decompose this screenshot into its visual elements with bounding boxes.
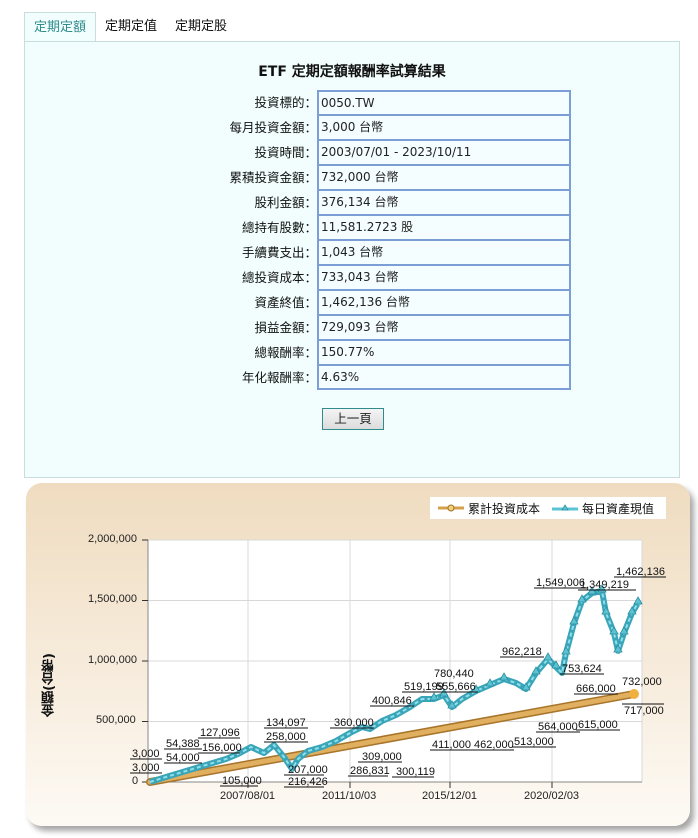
x-tick: 2020/02/03 bbox=[524, 790, 580, 802]
result-row-profit: 損益金額： 729,093 台幣 bbox=[215, 315, 571, 340]
field-label: 年化報酬率： bbox=[241, 370, 317, 385]
fee-field: 1,043 台幣 bbox=[317, 240, 571, 265]
result-row-final-value: 資產終值： 1,462,136 台幣 bbox=[215, 290, 571, 315]
chart-card: 3,000 3,000 54,388 54,000 127,096 156,00… bbox=[26, 483, 690, 826]
result-row-shares: 總持有股數： 11,581.2723 股 bbox=[215, 215, 571, 240]
y-tick: 500,000 bbox=[96, 714, 136, 726]
y-tick: 1,000,000 bbox=[88, 654, 137, 666]
svg-text:3,000: 3,000 bbox=[132, 762, 160, 774]
field-label: 股利金額： bbox=[254, 195, 317, 210]
tab-fixed-amount[interactable]: 定期定額 bbox=[24, 12, 97, 43]
svg-text:462,000: 462,000 bbox=[474, 739, 514, 751]
field-label: 總報酬率： bbox=[254, 345, 317, 360]
back-button[interactable]: 上一頁 bbox=[322, 408, 384, 430]
svg-text:717,000: 717,000 bbox=[624, 705, 664, 717]
period-field: 2003/07/01 - 2023/10/11 bbox=[317, 140, 571, 165]
svg-text:54,000: 54,000 bbox=[166, 752, 200, 764]
result-row-period: 投資時間： 2003/07/01 - 2023/10/11 bbox=[215, 140, 571, 165]
svg-text:564,000: 564,000 bbox=[538, 721, 578, 733]
svg-text:555,666: 555,666 bbox=[436, 681, 476, 693]
shares-field: 11,581.2723 股 bbox=[317, 215, 571, 240]
result-panel: ETF 定期定額報酬率試算結果 投資標的： 0050.TW 每月投資金額： 3,00… bbox=[24, 41, 680, 478]
result-row-dividend: 股利金額： 376,134 台幣 bbox=[215, 190, 571, 215]
profit-field: 729,093 台幣 bbox=[317, 315, 571, 340]
svg-text:54,388: 54,388 bbox=[166, 738, 200, 750]
legend-label: 累計投資成本 bbox=[468, 501, 541, 516]
x-tick: 2011/10/03 bbox=[322, 790, 377, 802]
svg-text:309,000: 309,000 bbox=[362, 751, 402, 763]
svg-text:1,349,219: 1,349,219 bbox=[580, 579, 629, 591]
final-value-field: 1,462,136 台幣 bbox=[317, 290, 571, 315]
chart-legend: 累計投資成本 每日資產現值 bbox=[430, 497, 666, 519]
triangle-markers bbox=[429, 584, 643, 709]
svg-text:156,000: 156,000 bbox=[202, 742, 242, 754]
svg-text:300,119: 300,119 bbox=[396, 766, 435, 778]
annotations: 3,000 3,000 54,388 54,000 127,096 156,00… bbox=[130, 566, 666, 788]
field-label: 損益金額： bbox=[254, 320, 317, 335]
line-chart: 3,000 3,000 54,388 54,000 127,096 156,00… bbox=[130, 539, 666, 788]
legend-label: 每日資產現值 bbox=[582, 501, 655, 516]
svg-text:753,624: 753,624 bbox=[562, 663, 602, 675]
svg-text:666,000: 666,000 bbox=[576, 683, 616, 695]
result-form: 投資標的： 0050.TW 每月投資金額： 3,000 台幣 投資時間： 2003/0… bbox=[215, 90, 571, 390]
svg-text:1,462,136: 1,462,136 bbox=[616, 566, 665, 578]
field-label: 投資標的： bbox=[254, 95, 317, 110]
total-cost-field: 733,043 台幣 bbox=[317, 265, 571, 290]
field-label: 投資時間： bbox=[254, 145, 317, 160]
target-field: 0050.TW bbox=[317, 90, 571, 115]
svg-text:216,426: 216,426 bbox=[288, 776, 328, 788]
y-tick: 1,500,000 bbox=[88, 593, 137, 605]
svg-text:513,000: 513,000 bbox=[514, 736, 554, 748]
result-row-total-return: 總報酬率： 150.77% bbox=[215, 340, 571, 365]
monthly-amount-field: 3,000 台幣 bbox=[317, 115, 571, 140]
svg-text:519,199: 519,199 bbox=[404, 681, 444, 693]
field-label: 總持有股數： bbox=[241, 220, 317, 235]
svg-text:105,000: 105,000 bbox=[222, 775, 262, 787]
svg-text:400,846: 400,846 bbox=[372, 695, 412, 707]
field-label: 每月投資金額： bbox=[229, 120, 317, 135]
svg-text:360,000: 360,000 bbox=[334, 717, 374, 729]
circle-marker-icon bbox=[438, 504, 464, 512]
page-title: ETF 定期定額報酬率試算結果 bbox=[258, 64, 446, 80]
result-row-fee: 手續費支出： 1,043 台幣 bbox=[215, 240, 571, 265]
legend-item-asset[interactable]: 每日資產現值 bbox=[552, 500, 654, 517]
svg-text:962,218: 962,218 bbox=[502, 646, 542, 658]
y-tick: 0 bbox=[132, 775, 139, 787]
dividend-field: 376,134 台幣 bbox=[317, 190, 571, 215]
legend-item-cost[interactable]: 累計投資成本 bbox=[438, 500, 540, 517]
field-label: 總投資成本： bbox=[241, 270, 317, 285]
x-tick: 2007/08/01 bbox=[220, 790, 276, 802]
x-tick: 2015/12/01 bbox=[422, 790, 478, 802]
svg-text:615,000: 615,000 bbox=[578, 719, 618, 731]
svg-text:3,000: 3,000 bbox=[132, 748, 160, 760]
triangle-marker-icon bbox=[552, 504, 578, 511]
result-row-accumulated: 累積投資金額： 732,000 台幣 bbox=[215, 165, 571, 190]
annual-return-field: 4.63% bbox=[317, 365, 571, 390]
svg-text:411,000: 411,000 bbox=[432, 739, 471, 751]
tab-bar: 定期定額 定期定值 定期定股 bbox=[24, 12, 236, 43]
svg-text:780,440: 780,440 bbox=[434, 668, 474, 680]
result-row-monthly: 每月投資金額： 3,000 台幣 bbox=[215, 115, 571, 140]
accumulated-field: 732,000 台幣 bbox=[317, 165, 571, 190]
gridlines bbox=[148, 539, 643, 782]
svg-text:134,097: 134,097 bbox=[266, 717, 306, 729]
y-tick: 2,000,000 bbox=[88, 533, 137, 545]
result-row-total-cost: 總投資成本： 733,043 台幣 bbox=[215, 265, 571, 290]
svg-text:207,000: 207,000 bbox=[288, 764, 328, 776]
total-return-field: 150.77% bbox=[317, 340, 571, 365]
svg-text:1,549,006: 1,549,006 bbox=[536, 577, 585, 589]
result-row-target: 投資標的： 0050.TW bbox=[215, 90, 571, 115]
field-label: 手續費支出： bbox=[241, 245, 317, 260]
svg-text:732,000: 732,000 bbox=[622, 676, 662, 688]
tab-fixed-value[interactable]: 定期定值 bbox=[105, 19, 158, 34]
svg-text:258,000: 258,000 bbox=[266, 731, 306, 743]
y-axis-title: 金額(台幣) bbox=[42, 653, 57, 717]
field-label: 資產終值： bbox=[254, 295, 317, 310]
svg-text:127,096: 127,096 bbox=[200, 727, 240, 739]
field-label: 累積投資金額： bbox=[229, 170, 317, 185]
tab-fixed-shares[interactable]: 定期定股 bbox=[175, 19, 228, 34]
svg-text:286,831: 286,831 bbox=[350, 765, 390, 777]
result-row-annual-return: 年化報酬率： 4.63% bbox=[215, 365, 571, 390]
